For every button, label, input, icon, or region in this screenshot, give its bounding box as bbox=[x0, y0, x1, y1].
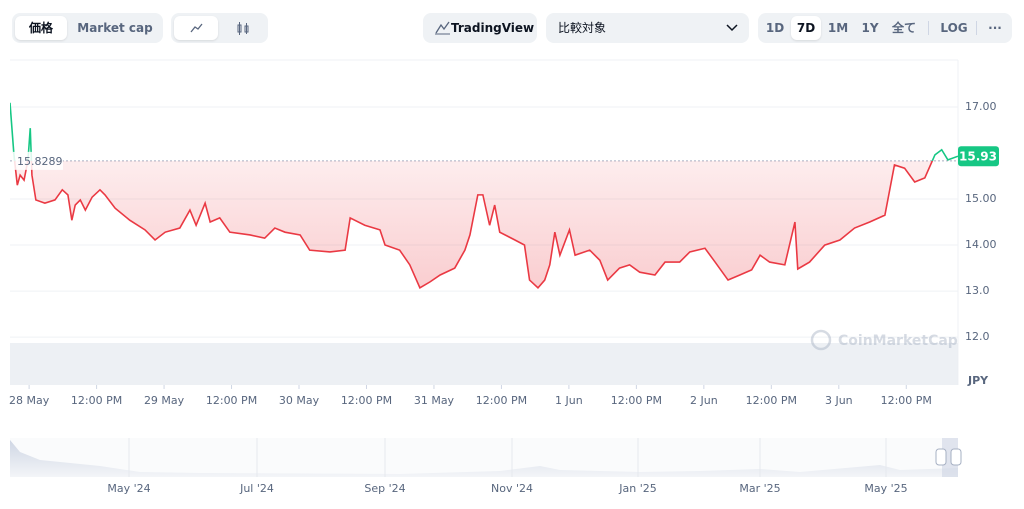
x-tick-label: 12:00 PM bbox=[476, 394, 527, 407]
x-tick-label: 12:00 PM bbox=[206, 394, 257, 407]
chart-style-group bbox=[171, 13, 268, 43]
compare-label: 比較対象 bbox=[558, 21, 607, 35]
range-button[interactable]: 全て bbox=[891, 21, 916, 35]
x-tick-label: 31 May bbox=[414, 394, 455, 407]
range-button[interactable]: 7D bbox=[791, 16, 821, 40]
x-tick-label: 28 May bbox=[9, 394, 50, 407]
price-tab[interactable]: 価格 bbox=[15, 16, 67, 40]
navigator-label: May '24 bbox=[107, 482, 150, 495]
tab-group: 価格 Market cap bbox=[12, 13, 163, 43]
y-tick-label: 17.00 bbox=[965, 100, 997, 113]
candle-style-button[interactable] bbox=[221, 16, 265, 40]
navigator-label: Jan '25 bbox=[618, 482, 656, 495]
area-below bbox=[14, 160, 933, 288]
tradingview-button[interactable]: TradingView bbox=[423, 13, 537, 43]
tradingview-label: TradingView bbox=[451, 21, 535, 35]
navigator-handle[interactable] bbox=[950, 448, 962, 466]
more-button[interactable]: ··· bbox=[988, 21, 1002, 35]
x-tick-label: 12:00 PM bbox=[611, 394, 662, 407]
range-button[interactable]: 1Y bbox=[861, 21, 879, 35]
x-tick-label: 12:00 PM bbox=[746, 394, 797, 407]
x-tick-label: 29 May bbox=[144, 394, 185, 407]
navigator-area bbox=[10, 440, 958, 477]
y-tick-label: 13.0 bbox=[965, 284, 990, 297]
navigator-label: Sep '24 bbox=[364, 482, 405, 495]
baseline-label: 15.8289 bbox=[17, 155, 63, 168]
market-cap-tab[interactable]: Market cap bbox=[77, 21, 153, 35]
x-tick-label: 12:00 PM bbox=[341, 394, 392, 407]
compare-select[interactable]: 比較対象 bbox=[546, 13, 749, 43]
x-tick-label: 1 Jun bbox=[555, 394, 583, 407]
y-tick-label: 14.00 bbox=[965, 238, 997, 251]
navigator-bg bbox=[10, 438, 958, 477]
last-price-label: 15.93 bbox=[959, 150, 997, 164]
baseline-badge bbox=[13, 151, 63, 170]
range-group: LOG ··· 1D 7D 1M 1Y 全て bbox=[758, 13, 1012, 43]
log-button[interactable]: LOG bbox=[940, 21, 968, 35]
chevron bbox=[726, 24, 738, 32]
x-tick-label: 30 May bbox=[279, 394, 320, 407]
watermark: CoinMarketCap bbox=[838, 333, 958, 349]
price-line-above bbox=[10, 102, 958, 161]
line-style-button[interactable] bbox=[174, 16, 218, 40]
navigator-window[interactable] bbox=[942, 438, 958, 477]
watermark-logo bbox=[810, 329, 832, 351]
navigator-label: Mar '25 bbox=[739, 482, 780, 495]
navigator-label: May '25 bbox=[864, 482, 907, 495]
navigator-handle[interactable] bbox=[935, 448, 947, 466]
x-tick-label: 2 Jun bbox=[690, 394, 718, 407]
volume-backdrop bbox=[10, 343, 958, 385]
y-tick-label: 12.0 bbox=[965, 330, 990, 343]
x-tick-label: 12:00 PM bbox=[71, 394, 122, 407]
watermark-group: CoinMarketCap bbox=[810, 329, 958, 351]
navigator-label: Nov '24 bbox=[491, 482, 533, 495]
price-line-below bbox=[13, 160, 948, 290]
range-button[interactable]: 1M bbox=[827, 21, 849, 35]
candle-icon bbox=[237, 22, 249, 35]
tv-icon bbox=[435, 21, 450, 35]
x-tick-label: 3 Jun bbox=[825, 394, 853, 407]
y-tick-label: 15.00 bbox=[965, 192, 997, 205]
last-price-badge bbox=[958, 146, 999, 167]
range-button[interactable]: 1D bbox=[765, 21, 785, 35]
separator bbox=[928, 21, 929, 35]
x-tick-label: 12:00 PM bbox=[881, 394, 932, 407]
y-unit-label: JPY bbox=[967, 374, 989, 387]
navigator-label: Jul '24 bbox=[239, 482, 274, 495]
separator bbox=[976, 21, 977, 35]
line-icon bbox=[190, 23, 203, 33]
